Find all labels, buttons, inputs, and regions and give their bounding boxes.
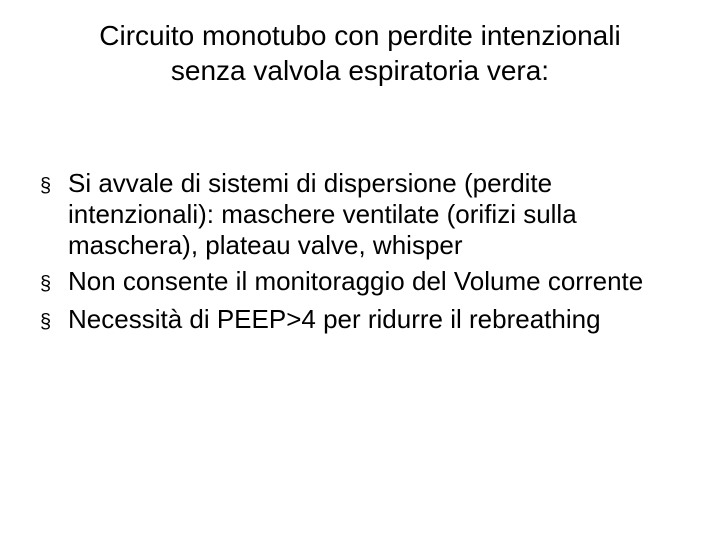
bullet-text: Non consente il monitoraggio del Volume … (68, 266, 680, 300)
bullet-text: Necessità di PEEP>4 per ridurre il rebre… (68, 304, 680, 338)
list-item: § Non consente il monitoraggio del Volum… (40, 266, 680, 300)
list-item: § Si avvale di sistemi di dispersione (p… (40, 168, 680, 262)
slide: Circuito monotubo con perdite intenziona… (0, 0, 720, 540)
slide-body: § Si avvale di sistemi di dispersione (p… (40, 168, 680, 338)
title-line-2: senza valvola espiratoria vera: (171, 55, 549, 86)
bullet-text: Si avvale di sistemi di dispersione (per… (68, 168, 680, 262)
bullet-marker-icon: § (40, 266, 68, 300)
slide-title: Circuito monotubo con perdite intenziona… (70, 18, 650, 88)
bullet-marker-icon: § (40, 168, 68, 262)
bullet-marker-icon: § (40, 304, 68, 338)
title-line-1: Circuito monotubo con perdite intenziona… (99, 20, 620, 51)
list-item: § Necessità di PEEP>4 per ridurre il reb… (40, 304, 680, 338)
